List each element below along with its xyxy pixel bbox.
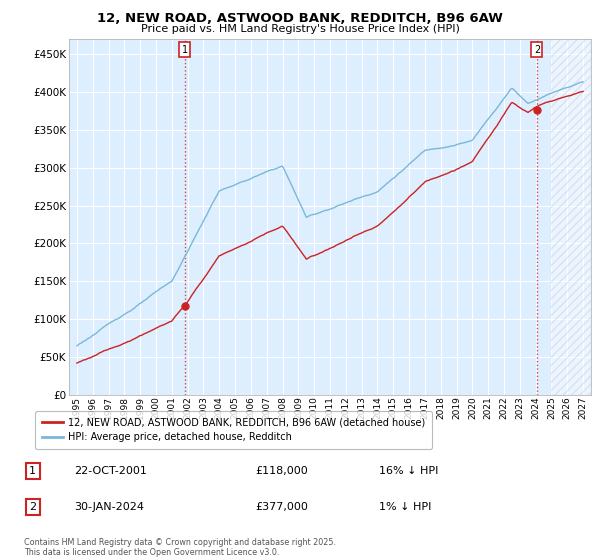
- Text: Contains HM Land Registry data © Crown copyright and database right 2025.
This d: Contains HM Land Registry data © Crown c…: [24, 538, 336, 557]
- Legend: 12, NEW ROAD, ASTWOOD BANK, REDDITCH, B96 6AW (detached house), HPI: Average pri: 12, NEW ROAD, ASTWOOD BANK, REDDITCH, B9…: [35, 410, 432, 449]
- Text: 1: 1: [182, 45, 188, 55]
- Text: 30-JAN-2024: 30-JAN-2024: [74, 502, 145, 512]
- Bar: [551, 39, 591, 395]
- Text: £118,000: £118,000: [255, 466, 308, 476]
- Text: £377,000: £377,000: [255, 502, 308, 512]
- Text: 1: 1: [29, 466, 36, 476]
- Text: 12, NEW ROAD, ASTWOOD BANK, REDDITCH, B96 6AW: 12, NEW ROAD, ASTWOOD BANK, REDDITCH, B9…: [97, 12, 503, 25]
- Text: 2: 2: [29, 502, 37, 512]
- Text: 16% ↓ HPI: 16% ↓ HPI: [379, 466, 439, 476]
- Text: Price paid vs. HM Land Registry's House Price Index (HPI): Price paid vs. HM Land Registry's House …: [140, 24, 460, 34]
- Text: 2: 2: [534, 45, 540, 55]
- Text: 1% ↓ HPI: 1% ↓ HPI: [379, 502, 431, 512]
- Text: 22-OCT-2001: 22-OCT-2001: [74, 466, 147, 476]
